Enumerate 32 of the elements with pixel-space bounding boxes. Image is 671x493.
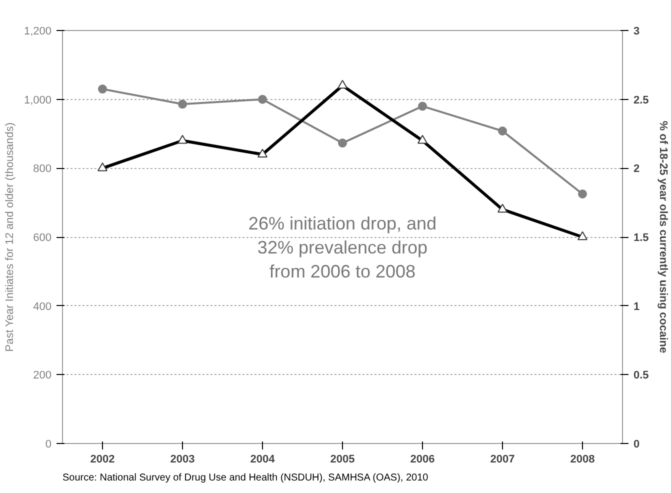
y2-tick-label: 1.5: [634, 232, 649, 244]
point: [498, 126, 507, 136]
point: [178, 100, 187, 109]
x-tick-label: 2002: [90, 454, 115, 466]
y2-axis-title: % of 18-25 year olds currently using cocaine: [656, 120, 669, 354]
point: [418, 102, 427, 111]
x-tick-label: 2007: [490, 454, 515, 466]
x-tick-label: 2004: [250, 454, 276, 466]
y2-tick-label: 2.5: [634, 94, 649, 106]
y2-tick-label: 0: [634, 438, 640, 450]
y-tick-label: 1,000: [24, 94, 52, 106]
y2-tick-label: 2: [634, 163, 640, 176]
x-tick-label: 2008: [570, 454, 595, 466]
point: [578, 189, 587, 198]
annotation: 26% initiation drop, and 32% prevalence drop from 2006 to 2008: [248, 214, 437, 282]
point: [98, 84, 107, 94]
y2-tick-label: 1: [634, 300, 640, 313]
y-axis-title: Past Year Initiates for 12 and older (thousands): [4, 122, 16, 352]
y-tick-label: 1,200: [24, 26, 52, 38]
y2-tick-label: 0.5: [634, 370, 649, 382]
point: [258, 94, 267, 104]
x-tick-label: 2005: [330, 454, 355, 466]
y-tick-label: 0: [45, 438, 52, 450]
y-tick-label: 400: [33, 300, 52, 313]
y-tick-label: 600: [33, 232, 52, 244]
source-note: Source: National Survey of Drug Use and Health (NSDUH), SAMHSA (OAS), 2010: [62, 472, 429, 484]
point: [338, 138, 347, 148]
y2-tick-label: 3: [634, 26, 640, 38]
x-tick-label: 2003: [170, 454, 195, 466]
x-tick-label: 2006: [410, 454, 435, 466]
y-tick-label: 200: [33, 370, 52, 382]
y-tick-label: 800: [33, 163, 52, 176]
